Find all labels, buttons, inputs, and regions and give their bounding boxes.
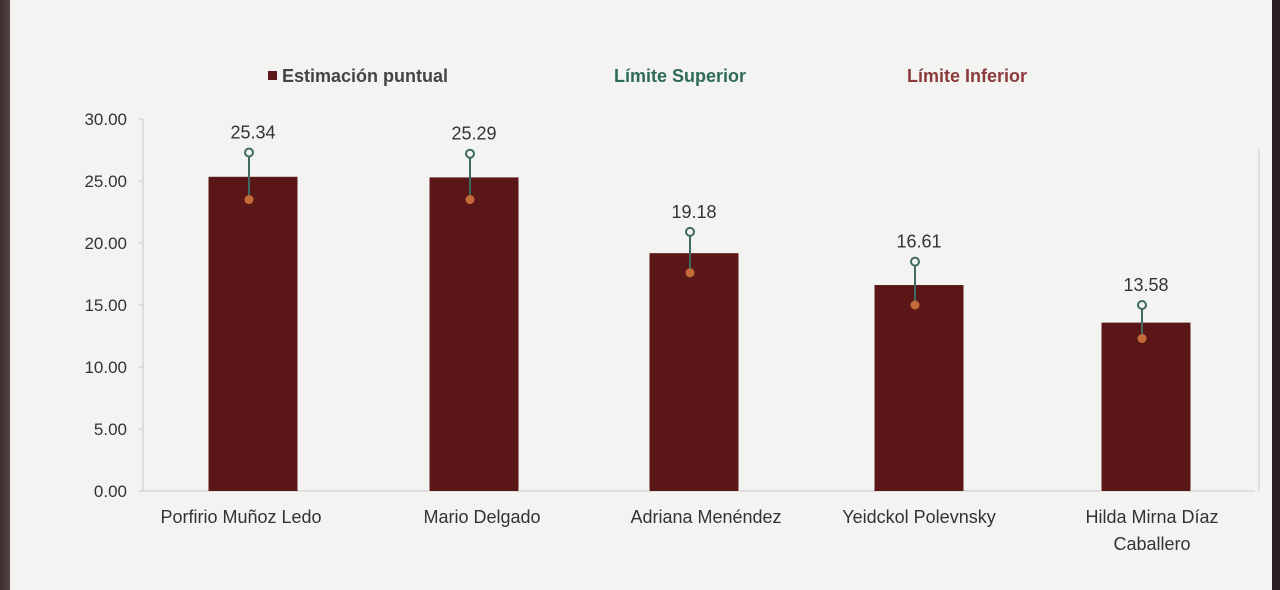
legend-upper: Límite Superior (614, 66, 746, 87)
upper-limit-marker (910, 256, 920, 267)
chart-screen: Estimación puntual Límite Superior Límit… (10, 0, 1272, 590)
legend-estimate: Estimación puntual (268, 66, 448, 87)
y-tick-label: 30.00 (84, 110, 127, 129)
x-tick-label: Yeidckol Polevnsky (842, 507, 995, 527)
data-label: 19.18 (671, 202, 716, 222)
y-tick-label: 20.00 (84, 234, 127, 253)
x-tick-label: Mario Delgado (423, 507, 540, 527)
upper-limit-marker (244, 147, 254, 158)
legend-lower-label: Límite Inferior (907, 66, 1028, 86)
bar (208, 176, 298, 491)
lower-limit-marker (685, 268, 695, 278)
upper-limit-marker (685, 226, 695, 237)
upper-limit-marker (1137, 300, 1147, 310)
lower-limit-marker (465, 195, 475, 205)
lower-limit-marker (244, 195, 254, 205)
y-tick-label: 0.00 (94, 482, 127, 501)
y-tick-label: 15.00 (84, 296, 127, 315)
monitor-bezel (0, 0, 12, 590)
data-label: 13.58 (1123, 275, 1168, 295)
data-label: 25.34 (230, 122, 275, 142)
chart-legend: Estimación puntual Límite Superior Límit… (10, 62, 1272, 92)
x-tick-label: Adriana Menéndez (630, 507, 781, 527)
x-tick-label: Hilda Mirna Díaz (1085, 507, 1218, 527)
legend-estimate-swatch (268, 70, 277, 80)
data-label: 25.29 (451, 124, 496, 144)
x-tick-label: Caballero (1113, 534, 1190, 554)
lower-limit-marker (1137, 333, 1147, 343)
bar (429, 177, 519, 492)
y-tick-label: 10.00 (84, 358, 127, 377)
data-label: 16.61 (896, 232, 941, 252)
legend-upper-label: Límite Superior (614, 66, 747, 86)
x-tick-label: Porfirio Muñoz Ledo (160, 507, 321, 527)
bar (1101, 322, 1191, 491)
legend-estimate-label: Estimación puntual (282, 66, 449, 86)
y-tick-label: 5.00 (94, 420, 127, 439)
bar (649, 253, 739, 491)
lower-limit-marker (910, 300, 920, 310)
upper-limit-marker (465, 148, 475, 159)
bar-chart: 0.00 5.00 10.00 15.00 20.00 25.00 30.00 25.34 Po… (84, 110, 1260, 554)
bar (874, 285, 964, 491)
legend-lower: Límite Inferior (907, 66, 1027, 87)
y-tick-label: 25.00 (84, 172, 127, 191)
